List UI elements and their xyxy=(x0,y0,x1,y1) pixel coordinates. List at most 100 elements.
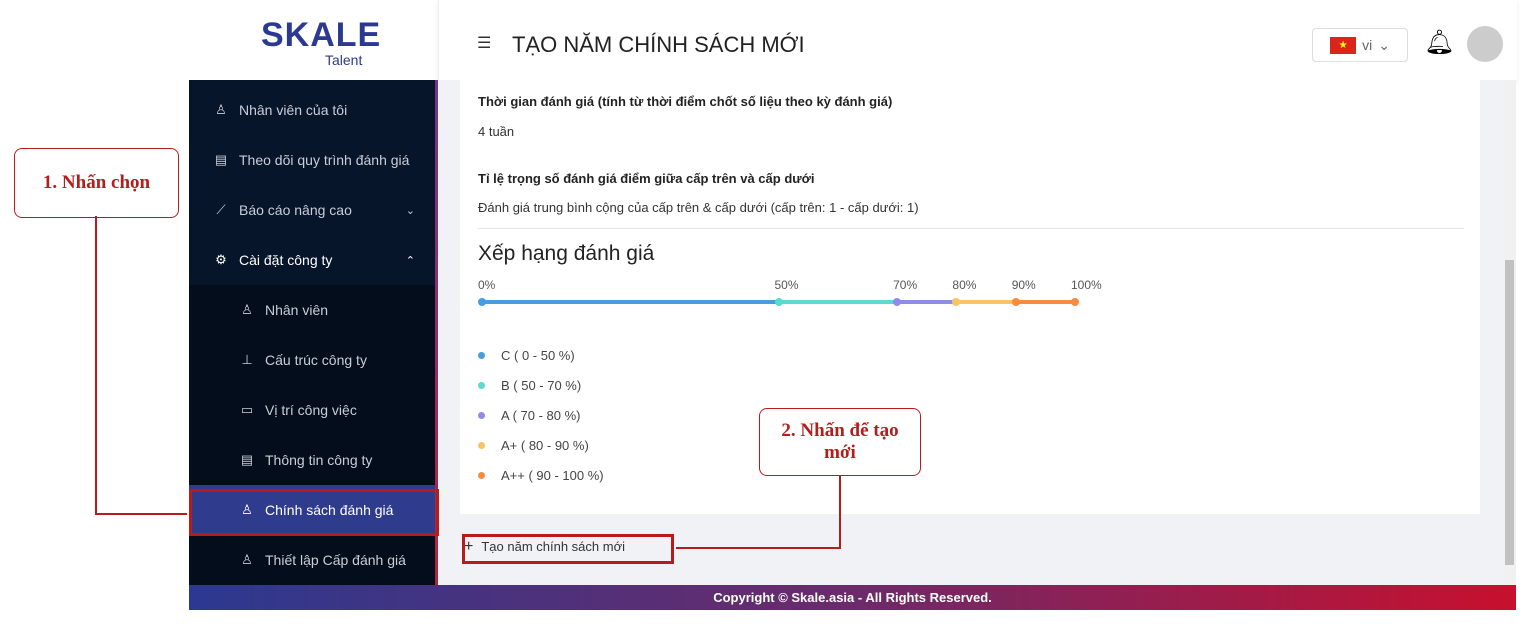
sidebar-item-label: Vị trí công việc xyxy=(265,402,357,418)
avatar[interactable] xyxy=(1467,26,1503,62)
bell-icon[interactable]: 🔔︎ xyxy=(1424,29,1455,56)
sidebar-item-label: Báo cáo nâng cao xyxy=(239,202,352,218)
sidebar-item[interactable]: ▤ Theo dõi quy trình đánh giá xyxy=(189,135,435,185)
sidebar-item[interactable]: ▤ Thông tin công ty xyxy=(189,435,435,485)
scale-segment xyxy=(956,300,1016,304)
position-icon: ▭ xyxy=(240,402,254,417)
sidebar-item[interactable]: ⚙ Cài đặt công ty ⌃ xyxy=(189,235,435,285)
chevron-up-icon: ⌃ xyxy=(405,254,415,267)
hierarchy-icon: ⊥ xyxy=(241,352,253,367)
legend-dot xyxy=(478,472,485,479)
chevron-down-icon: ⌄ xyxy=(1378,36,1390,53)
legend-item: A+ ( 80 - 90 %) xyxy=(478,438,589,453)
scale-tick: 100% xyxy=(1071,278,1102,292)
legend-dot xyxy=(478,382,485,389)
logo-brand: SKALE xyxy=(261,16,382,54)
rank-title: Xếp hạng đánh giá xyxy=(478,242,655,265)
page-title: TẠO NĂM CHÍNH SÁCH MỚI xyxy=(512,32,805,57)
scale-dot xyxy=(952,298,961,306)
legend-label: A++ ( 90 - 100 %) xyxy=(501,468,604,483)
scale-segment xyxy=(482,300,779,304)
sidebar-item-label: Cài đặt công ty xyxy=(239,252,333,268)
legend-item: B ( 50 - 70 %) xyxy=(478,378,581,393)
sidebar-item[interactable]: ♙ Nhân viên xyxy=(189,285,435,335)
user-icon: ♙ xyxy=(215,102,227,117)
eval-time-value: 4 tuần xyxy=(478,124,515,139)
scrollbar[interactable] xyxy=(1503,80,1516,585)
sidebar-item-label: Theo dõi quy trình đánh giá xyxy=(239,152,410,168)
user-icon: ♙ xyxy=(241,302,253,317)
annotation-step1: 1. Nhấn chọn xyxy=(14,148,179,218)
annotation-line xyxy=(95,216,97,514)
header: ☰ TẠO NĂM CHÍNH SÁCH MỚI ★ vi ⌄ 🔔︎ xyxy=(438,0,1517,80)
scale-segment xyxy=(778,300,898,304)
sidebar-item[interactable]: ♙ Chính sách đánh giá xyxy=(189,485,435,535)
scrollbar-thumb[interactable] xyxy=(1505,260,1514,565)
sidebar-item[interactable]: ♙ Thiết lập Cấp đánh giá xyxy=(189,535,435,585)
sidebar: ♙ Nhân viên của tôi ▤ Theo dõi quy trình đá… xyxy=(189,80,435,585)
logo-sub: Talent xyxy=(325,52,363,68)
legend-item: C ( 0 - 50 %) xyxy=(478,348,575,363)
scale-dot xyxy=(1011,298,1020,306)
sidebar-item[interactable]: ▭ Vị trí công việc xyxy=(189,385,435,435)
sidebar-item-label: Thiết lập Cấp đánh giá xyxy=(265,552,406,568)
scale-tick: 0% xyxy=(478,278,496,292)
highlight-box xyxy=(189,489,439,536)
sidebar-item-label: Nhân viên của tôi xyxy=(239,102,348,118)
language-select[interactable]: ★ vi ⌄ xyxy=(1312,28,1408,62)
sidebar-item[interactable]: ⟋ Báo cáo nâng cao ⌄ xyxy=(189,185,435,235)
gear-icon: ⚙ xyxy=(215,252,227,267)
logo: SKALE Talent xyxy=(189,0,437,80)
legend-dot xyxy=(478,412,485,419)
footer: Copyright © Skale.asia - All Rights Rese… xyxy=(189,585,1516,610)
policy-card: Thời gian đánh giá (tính từ thời điểm ch… xyxy=(460,80,1480,514)
scale-dot xyxy=(893,298,902,306)
legend-label: A ( 70 - 80 %) xyxy=(501,408,581,423)
weight-label: Tỉ lệ trọng số đánh giá điểm giữa cấp tr… xyxy=(478,171,815,186)
legend-label: A+ ( 80 - 90 %) xyxy=(501,438,589,453)
sidebar-item-label: Cấu trúc công ty xyxy=(265,352,367,368)
add-policy-year-button[interactable]: + Tạo năm chính sách mới xyxy=(464,538,625,556)
annotation-line xyxy=(95,513,187,515)
divider xyxy=(478,228,1464,229)
scale-tick: 50% xyxy=(774,278,799,292)
user-icon: ♙ xyxy=(241,502,253,517)
sidebar-item-label: Thông tin công ty xyxy=(265,452,373,468)
scale-dot xyxy=(478,298,486,306)
sidebar-item-label: Nhân viên xyxy=(265,302,329,318)
main-content: Thời gian đánh giá (tính từ thời điểm ch… xyxy=(438,80,1503,585)
scale-tick: 90% xyxy=(1011,278,1036,292)
chevron-down-icon: ⌄ xyxy=(405,204,415,217)
scale-tick: 70% xyxy=(893,278,918,292)
scale-tick: 80% xyxy=(952,278,977,292)
scale-segment xyxy=(897,300,957,304)
add-policy-year-label: Tạo năm chính sách mới xyxy=(481,539,625,554)
scale-dot xyxy=(774,298,783,306)
sidebar-item-label: Chính sách đánh giá xyxy=(265,502,394,518)
vietnam-flag-icon: ★ xyxy=(1330,36,1357,54)
menu-collapse-icon[interactable]: ☰ xyxy=(477,35,492,52)
annotation-line xyxy=(839,476,841,549)
document-icon: ▤ xyxy=(240,452,254,467)
annotation-line xyxy=(676,547,841,549)
chart-icon: ⟋ xyxy=(216,202,226,217)
sidebar-item[interactable]: ♙ Nhân viên của tôi xyxy=(189,85,435,135)
legend-dot xyxy=(478,352,485,359)
language-value: vi xyxy=(1362,37,1373,53)
legend-item: A ( 70 - 80 %) xyxy=(478,408,580,423)
legend-dot xyxy=(478,442,485,449)
divider xyxy=(435,80,438,585)
annotation-step2: 2. Nhấn để tạo mới xyxy=(759,408,921,476)
user-icon: ♙ xyxy=(241,552,253,567)
eval-time-label: Thời gian đánh giá (tính từ thời điểm ch… xyxy=(478,94,893,109)
highlight-box xyxy=(462,534,674,564)
scale-dot xyxy=(1071,298,1079,306)
legend-label: B ( 50 - 70 %) xyxy=(501,378,582,393)
legend-label: C ( 0 - 50 %) xyxy=(501,348,575,363)
legend-item: A++ ( 90 - 100 %) xyxy=(478,468,604,483)
sidebar-item[interactable]: ⊥ Cấu trúc công ty xyxy=(189,335,435,385)
plus-icon: + xyxy=(464,538,474,555)
document-icon: ▤ xyxy=(214,152,228,167)
scale-segment xyxy=(1015,300,1075,304)
weight-value: Đánh giá trung bình cộng của cấp trên & … xyxy=(478,200,919,215)
